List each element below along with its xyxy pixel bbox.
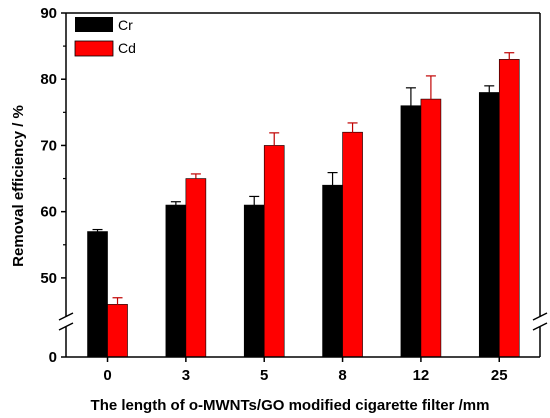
axes-layer bbox=[58, 12, 548, 362]
y-tick-label-0: 0 bbox=[49, 349, 57, 366]
bar-cr-25 bbox=[478, 92, 500, 358]
y-tick-label-90: 90 bbox=[40, 5, 57, 22]
y-tick-label-80: 80 bbox=[40, 71, 57, 88]
bars-layer bbox=[87, 52, 520, 358]
bar-cd-3 bbox=[185, 178, 207, 358]
bar-cr-3 bbox=[165, 204, 187, 358]
bar-cr-12 bbox=[400, 105, 422, 358]
legend-label-cd: Cd bbox=[118, 40, 136, 56]
tick-labels-layer: 0 3 5 8 12 25 50 60 70 80 90 0 bbox=[40, 5, 507, 384]
y-tick-label-50: 50 bbox=[40, 270, 57, 287]
x-tick-label-0: 0 bbox=[103, 367, 111, 384]
x-tick-label-5: 5 bbox=[260, 367, 268, 384]
y-tick-label-60: 60 bbox=[40, 204, 57, 221]
bar-cd-12 bbox=[420, 98, 442, 358]
right-axis-break-mark bbox=[532, 312, 548, 331]
x-tick-label-12: 12 bbox=[413, 367, 430, 384]
legend-swatch-cr bbox=[75, 17, 113, 32]
x-axis-title: The length of o-MWNTs/GO modified cigare… bbox=[91, 397, 490, 414]
legend-label-cr: Cr bbox=[118, 17, 133, 33]
x-tick-label-3: 3 bbox=[182, 367, 190, 384]
bar-cd-0 bbox=[107, 304, 128, 358]
bar-cd-8 bbox=[342, 131, 363, 358]
x-tick-label-8: 8 bbox=[338, 367, 346, 384]
legend-swatch-cd bbox=[74, 40, 114, 57]
x-tick-label-25: 25 bbox=[491, 367, 508, 384]
bar-cd-25 bbox=[498, 59, 520, 358]
y-axis-break-mark bbox=[58, 312, 74, 331]
y-tick-label-70: 70 bbox=[40, 137, 57, 154]
bar-cd-5 bbox=[263, 145, 285, 358]
bar-cr-8 bbox=[322, 184, 343, 358]
bar-cr-0 bbox=[87, 231, 108, 358]
y-axis-title: Removal efficiency / % bbox=[10, 105, 27, 267]
legend: Cr Cd bbox=[74, 17, 136, 57]
bar-cr-5 bbox=[243, 204, 265, 358]
